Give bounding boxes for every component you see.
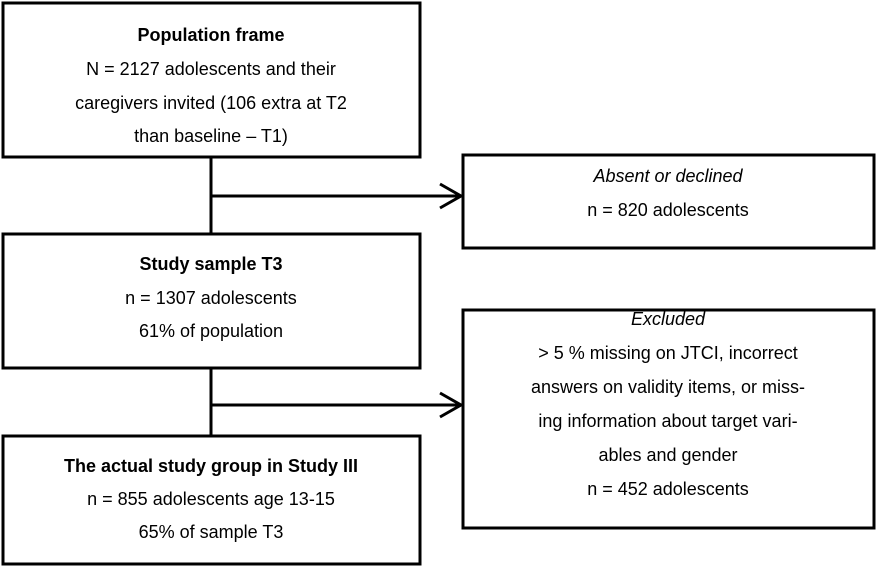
box-text: 65% of sample T3: [139, 522, 284, 542]
box: [461, 153, 876, 250]
box-text: caregivers invited (106 extra at T2: [75, 93, 347, 113]
box-text: n = 820 adolescents: [587, 200, 749, 220]
arrow-head: [439, 391, 465, 419]
box-text: ing information about target vari-: [538, 411, 797, 431]
box-text: N = 2127 adolescents and their: [86, 59, 336, 79]
box-text: 61% of population: [139, 321, 283, 341]
box-text: than baseline – T1): [134, 126, 288, 146]
box-text: n = 1307 adolescents: [125, 288, 297, 308]
box-title: Study sample T3: [139, 254, 282, 274]
box-text: > 5 % missing on JTCI, incorrect: [538, 343, 798, 363]
box-text: n = 855 adolescents age 13-15: [87, 489, 335, 509]
box-text: n = 452 adolescents: [587, 479, 749, 499]
box-title: Population frame: [137, 25, 284, 45]
box-text: answers on validity items, or miss-: [531, 377, 805, 397]
box-title: The actual study group in Study III: [64, 456, 358, 476]
box: [1, 1, 422, 159]
box-title: Absent or declined: [592, 166, 743, 186]
box: [1, 434, 422, 566]
arrow-head: [439, 182, 465, 210]
box: [1, 232, 422, 370]
box-title: Excluded: [631, 309, 706, 329]
box: [461, 308, 876, 530]
box-text: ables and gender: [598, 445, 737, 465]
